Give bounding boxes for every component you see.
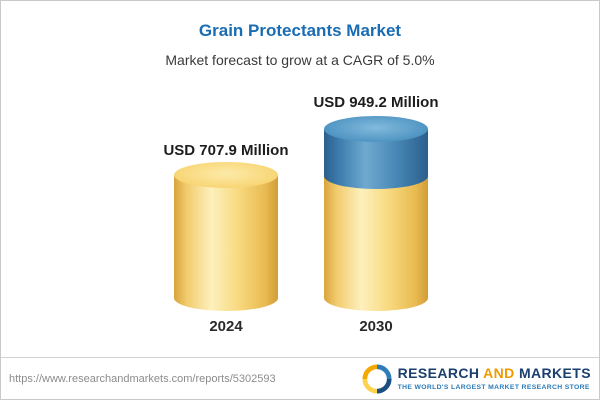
logo-word-markets: MARKETS: [518, 365, 591, 382]
chart-title: Grain Protectants Market: [198, 21, 402, 40]
bar-2024-top-cap: [174, 162, 278, 188]
research-and-markets-logo: RESEARCH AND MARKETS THE WORLD'S LARGEST…: [362, 363, 591, 394]
footer: https://www.researchandmarkets.com/repor…: [1, 357, 599, 399]
bar-value-label-2030: USD 949.2 Million: [313, 94, 439, 111]
logo-word-research: RESEARCH: [397, 365, 480, 382]
report-url: https://www.researchandmarkets.com/repor…: [9, 372, 276, 385]
logo-globe-icon: [362, 363, 392, 394]
logo-wordmark: RESEARCH AND MARKETS: [398, 366, 591, 381]
logo-word-and: AND: [483, 365, 515, 382]
x-axis-label-2030: 2030: [359, 318, 393, 335]
bar-2024-body: [174, 175, 278, 311]
x-axis-label-2024: 2024: [209, 318, 243, 335]
logo-text: RESEARCH AND MARKETS THE WORLD'S LARGEST…: [397, 366, 591, 391]
bar-2030-cylinder: [324, 116, 428, 311]
chart-subtitle: Market forecast to grow at a CAGR of 5.0…: [165, 52, 435, 68]
bar-2024-cylinder: [174, 162, 278, 311]
bar-value-label-2024: USD 707.9 Million: [163, 142, 289, 159]
bar-2030-top-cap: [324, 116, 428, 142]
logo-tagline: THE WORLD'S LARGEST MARKET RESEARCH STOR…: [397, 383, 590, 391]
